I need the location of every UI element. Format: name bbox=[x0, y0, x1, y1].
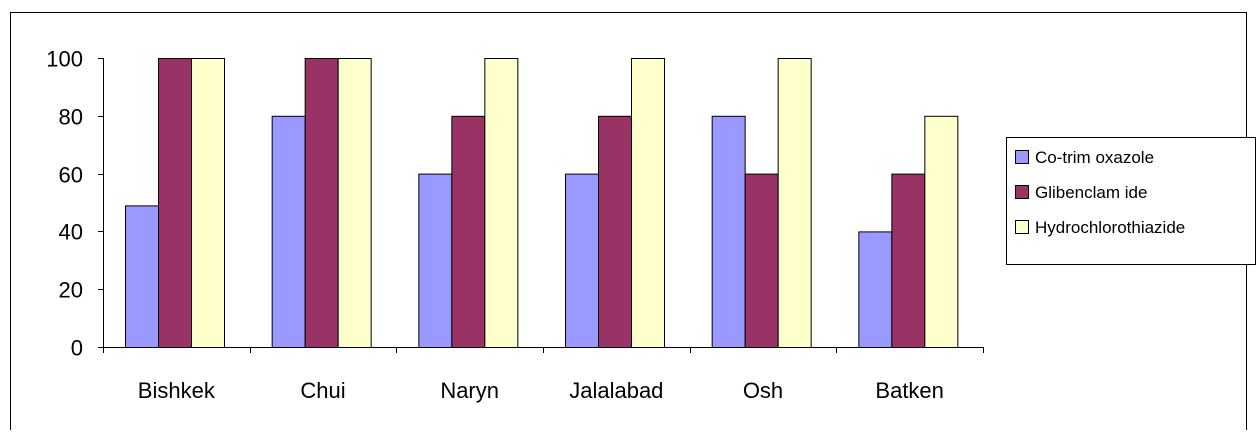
y-tick-label: 20 bbox=[59, 278, 83, 303]
x-tick-label: Jalalabad bbox=[569, 378, 663, 403]
bar-jalalabad-s2 bbox=[598, 115, 632, 348]
bar-naryn-s3 bbox=[484, 58, 519, 348]
legend-box bbox=[1006, 137, 1256, 265]
bar-osh-s3 bbox=[777, 58, 812, 348]
y-tick-label: 60 bbox=[59, 163, 83, 188]
bar-bishkek-s1 bbox=[125, 205, 159, 348]
y-tick-label: 100 bbox=[46, 47, 83, 72]
bar-osh-s2 bbox=[744, 173, 779, 348]
y-tick-label: 80 bbox=[59, 105, 83, 130]
bar-chui-s3 bbox=[337, 58, 372, 348]
bar-bishkek-s2 bbox=[158, 58, 192, 348]
legend-swatch bbox=[1015, 150, 1029, 164]
legend-swatch bbox=[1015, 185, 1029, 199]
y-tick-label: 0 bbox=[71, 336, 83, 361]
y-tick-label: 40 bbox=[59, 220, 83, 245]
bar-jalalabad-s3 bbox=[631, 58, 665, 348]
bar-naryn-s1 bbox=[418, 173, 453, 348]
legend-label: Glibenclam ide bbox=[1035, 183, 1147, 202]
bars bbox=[125, 58, 959, 348]
bar-batken-s2 bbox=[891, 173, 926, 348]
bar-jalalabad-s1 bbox=[565, 173, 599, 348]
x-tick-label: Naryn bbox=[440, 378, 499, 403]
legend-label: Hydrochlorothiazide bbox=[1035, 218, 1185, 237]
bar-chui-s1 bbox=[271, 115, 306, 348]
x-tick-label: Osh bbox=[743, 378, 783, 403]
x-tick-label: Bishkek bbox=[138, 378, 216, 403]
x-tick-label: Batken bbox=[875, 378, 944, 403]
legend-label: Co-trim oxazole bbox=[1035, 148, 1154, 167]
bar-batken-s3 bbox=[924, 115, 959, 348]
legend: Co-trim oxazole Glibenclam ide Hydrochloro… bbox=[1006, 137, 1256, 265]
bar-osh-s1 bbox=[711, 115, 746, 348]
legend-swatch bbox=[1015, 220, 1029, 234]
bar-naryn-s2 bbox=[451, 115, 486, 348]
axes bbox=[98, 58, 984, 353]
bar-chui-s2 bbox=[304, 58, 339, 348]
tick-labels: 0 20 40 60 80 100 Bishkek Chui Naryn Jalalabad Osh… bbox=[46, 47, 944, 404]
x-tick-label: Chui bbox=[300, 378, 345, 403]
bar-bishkek-s3 bbox=[191, 58, 225, 348]
bar-batken-s1 bbox=[858, 231, 893, 348]
